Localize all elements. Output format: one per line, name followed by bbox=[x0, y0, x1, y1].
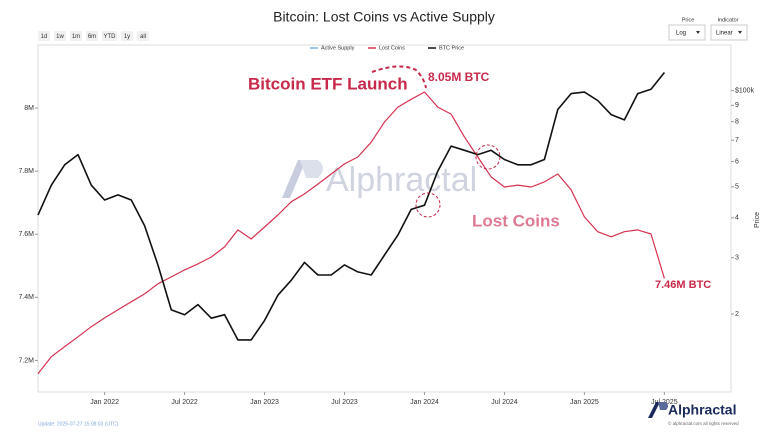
range-button[interactable]: 1y bbox=[121, 31, 133, 41]
y2-tick-label: 9 bbox=[735, 102, 739, 109]
price-dropdown[interactable] bbox=[668, 24, 706, 41]
x-tick-label: Jul 2023 bbox=[331, 399, 358, 406]
button-bg bbox=[121, 31, 133, 41]
y-tick-label: 7.4M bbox=[18, 294, 34, 301]
copyright: © alphractal.com all rights reserved bbox=[668, 420, 739, 426]
button-bg bbox=[54, 31, 66, 41]
annotation: 8.05M BTC bbox=[428, 70, 490, 84]
button-bg bbox=[86, 31, 98, 41]
x-tick-label: Jan 2024 bbox=[410, 399, 439, 406]
button-bg bbox=[38, 31, 50, 41]
plot-frame bbox=[37, 44, 732, 393]
range-buttons: 1d 1w 1m 6m YTD 1y all bbox=[38, 31, 149, 41]
x-tick-label: Jul 2024 bbox=[491, 399, 518, 406]
range-button[interactable]: 1d bbox=[38, 31, 50, 41]
watermark-logo bbox=[300, 160, 323, 178]
button-bg bbox=[102, 31, 117, 41]
y-tick-label: 7.8M bbox=[18, 168, 34, 175]
brand-name: Alphractal bbox=[668, 402, 736, 418]
x-tick-label: Jan 2022 bbox=[90, 399, 119, 406]
y2-tick-label: 3 bbox=[735, 255, 739, 262]
dropdown-arrow bbox=[696, 31, 700, 34]
button-label: 1m bbox=[72, 34, 80, 40]
watermark-logo bbox=[282, 160, 306, 198]
legend-label: Active Supply bbox=[321, 45, 355, 51]
annotation: 7.46M BTC bbox=[655, 279, 711, 291]
y-tick-label: 7.2M bbox=[18, 357, 34, 364]
watermark-text: Alphractal bbox=[326, 161, 477, 199]
button-label: 1w bbox=[56, 34, 64, 40]
x-tick-label: Jan 2023 bbox=[250, 399, 279, 406]
legend-label: Lost Coins bbox=[379, 45, 405, 51]
button-label: 1d bbox=[41, 34, 48, 40]
dropdown-arrow bbox=[738, 31, 742, 34]
y2-tick-label: 4 bbox=[735, 215, 739, 222]
series-line bbox=[37, 72, 666, 341]
button-label: 1y bbox=[124, 34, 130, 40]
brand-logo bbox=[658, 402, 668, 410]
range-button[interactable]: all bbox=[137, 31, 149, 41]
control-value: Log bbox=[676, 31, 686, 37]
plot-area: 7.2M 7.4M 7.6M 7.8M 8M 2 3 4 5 6 7 8 9 $100k Jan 2022 J… bbox=[18, 72, 755, 406]
annotation-arrow bbox=[371, 65, 427, 89]
control-value: Linear bbox=[716, 31, 733, 37]
y-tick-label: 7.6M bbox=[18, 231, 34, 238]
button-label: 6m bbox=[88, 34, 96, 40]
annotation-circle bbox=[475, 144, 501, 170]
y2-axis-label: Price bbox=[754, 212, 761, 228]
x-tick-label: Jul 2022 bbox=[171, 399, 198, 406]
y2-tick-label: 7 bbox=[735, 137, 739, 144]
legend: Active Supply Lost Coins BTC Price bbox=[310, 45, 464, 51]
range-button[interactable]: YTD bbox=[102, 31, 117, 41]
annotation: Bitcoin ETF Launch bbox=[248, 74, 408, 93]
indicator-dropdown[interactable] bbox=[710, 24, 748, 41]
y2-tick-label: 8 bbox=[735, 118, 739, 125]
brand-logo bbox=[648, 402, 660, 418]
y-tick-label: 8M bbox=[24, 105, 34, 112]
range-button[interactable]: 1m bbox=[70, 31, 82, 41]
x-tick-label: Jan 2025 bbox=[570, 399, 599, 406]
annotation: Lost Coins bbox=[472, 211, 560, 230]
watermark: Alphractal bbox=[282, 160, 477, 199]
chart-title: Bitcoin: Lost Coins vs Active Supply bbox=[273, 9, 495, 25]
y2-tick-label: 6 bbox=[735, 158, 739, 165]
update-text: Update: 2025-07-27 15:08:03 (UTC) bbox=[38, 421, 119, 427]
y2-tick-label: $100k bbox=[735, 88, 755, 95]
button-label: all bbox=[140, 34, 146, 40]
range-button[interactable]: 6m bbox=[86, 31, 98, 41]
y2-tick-label: 5 bbox=[735, 184, 739, 191]
button-label: YTD bbox=[104, 34, 117, 40]
range-button[interactable]: 1w bbox=[54, 31, 66, 41]
button-bg bbox=[137, 31, 149, 41]
control-label: Price bbox=[682, 17, 695, 23]
series-line bbox=[37, 91, 665, 375]
legend-label: BTC Price bbox=[439, 45, 464, 51]
control-label: Indicator bbox=[717, 17, 738, 23]
y2-tick-label: 2 bbox=[735, 311, 739, 318]
button-bg bbox=[70, 31, 82, 41]
annotation-circle bbox=[415, 192, 441, 218]
